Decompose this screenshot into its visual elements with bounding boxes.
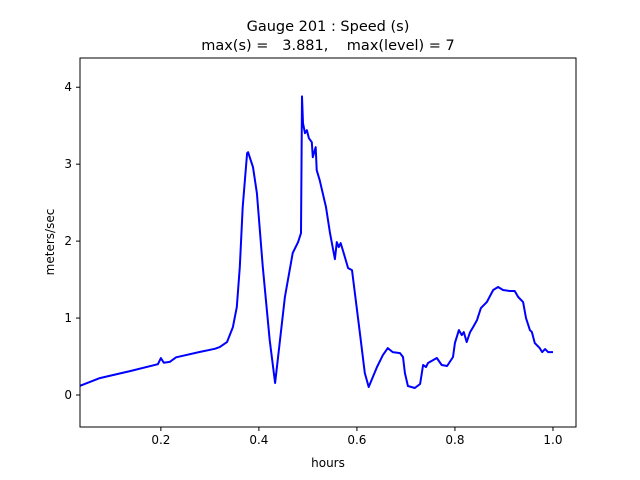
x-tick-label: 0.4 [249,433,268,447]
y-tick-label: 3 [64,157,72,171]
y-tick-label: 2 [64,234,72,248]
chart-title: Gauge 201 : Speed (s) [247,19,410,35]
y-tick-label: 0 [64,388,72,402]
x-axis-label: hours [311,456,345,470]
x-tick-label: 0.8 [445,433,464,447]
x-tick-label: 1.0 [543,433,562,447]
y-axis-label: meters/sec [43,209,57,276]
y-tick-label: 1 [64,311,72,325]
x-tick-label: 0.6 [347,433,366,447]
series-line-speed [79,95,553,389]
chart-subtitle: max(s) = 3.881, max(level) = 7 [201,38,455,54]
y-tick-label: 4 [64,80,72,94]
plot-area [80,58,576,427]
x-tick-label: 0.2 [151,433,170,447]
axes-frame [79,57,577,428]
